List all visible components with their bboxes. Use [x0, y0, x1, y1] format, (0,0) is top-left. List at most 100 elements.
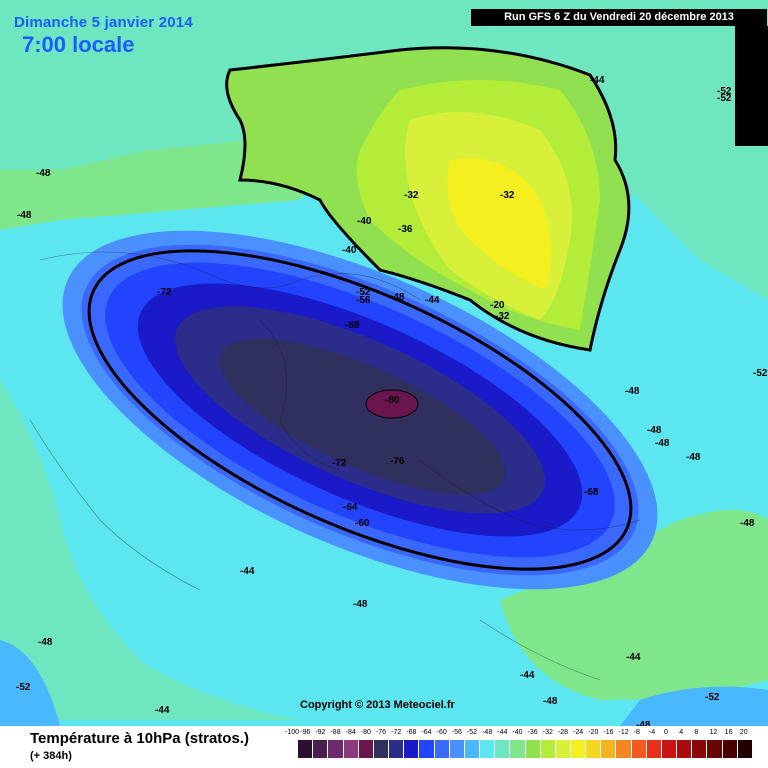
forecast-date: Dimanche 5 janvier 2014: [14, 14, 193, 31]
legend-label: -12: [618, 729, 629, 736]
legend-swatch: [328, 740, 344, 758]
legend-label: -40: [512, 729, 523, 736]
isotherm-label: -48: [353, 599, 368, 610]
isotherm-label: -52: [717, 93, 732, 104]
legend-swatch: [737, 740, 753, 758]
legend-swatch: [631, 740, 647, 758]
legend-label: -72: [391, 729, 402, 736]
isotherm-label: -64: [343, 502, 358, 513]
southwest-green-field: [0, 380, 300, 720]
legend-labels: -100 -96 -92 -88 -84 -80 -76 -72 -68 -64 -60 -56 -52…: [283, 729, 753, 739]
isotherm-label: -44: [626, 652, 641, 663]
legend-swatch: [343, 740, 359, 758]
isotherm-label: -40: [357, 216, 372, 227]
legend-swatch: [434, 740, 450, 758]
legend-swatch: [616, 740, 632, 758]
isotherm-label: -48: [636, 720, 650, 731]
isotherm-label: -52: [356, 287, 371, 298]
isotherm-label: -44: [155, 705, 170, 716]
legend-label: -68: [406, 729, 417, 736]
polar-vortex: [62, 230, 658, 590]
legend-swatch: [510, 740, 526, 758]
legend-label: 4: [679, 729, 684, 736]
corner-block: [735, 26, 768, 146]
legend-swatch: [464, 740, 481, 758]
legend-label: -36: [527, 729, 538, 736]
isotherm-label: -44: [425, 295, 440, 306]
legend-label: 12: [709, 729, 718, 736]
model-run-banner: Run GFS 6 Z du Vendredi 20 décembre 2013: [471, 9, 767, 26]
isotherm-label: -52: [753, 368, 768, 379]
coastline-north-america: [39, 251, 421, 301]
isotherm-label: -48: [686, 452, 701, 463]
legend-swatch: [373, 740, 390, 758]
legend-swatch: [601, 740, 617, 758]
isotherm-label: -44: [590, 75, 605, 86]
legend-label: -4: [648, 729, 656, 736]
legend-swatch: [555, 740, 571, 758]
footer-subtitle: (+ 384h): [30, 750, 72, 762]
isotherm-label: -76: [390, 456, 405, 467]
legend-label: -88: [330, 729, 341, 736]
warm-high-peak: [447, 158, 552, 290]
legend-swatch: [525, 740, 541, 758]
southwest-blue-patch: [0, 640, 60, 726]
isotherm-label: -48: [543, 696, 558, 707]
vortex-core-80: [365, 389, 419, 419]
isotherm-label: -48: [740, 518, 755, 529]
isotherm-label: -68: [584, 487, 599, 498]
legend-swatch: [283, 740, 299, 758]
legend-label: -64: [421, 729, 432, 736]
legend-label: -32: [542, 729, 553, 736]
isotherm-label: -52: [705, 692, 720, 703]
color-legend: [283, 740, 753, 758]
isotherm-label: -40: [342, 245, 357, 256]
temperature-map: [0, 0, 768, 726]
legend-label: 8: [694, 729, 699, 736]
legend-label: -28: [557, 729, 569, 736]
legend-swatch: [404, 740, 420, 758]
isotherm-label: -52: [16, 682, 31, 693]
isotherm-label: -68: [345, 320, 360, 331]
map-footer: Température à 10hPa (stratos.) (+ 384h) …: [0, 726, 768, 768]
legend-label: -20: [588, 729, 599, 736]
legend-swatch: [586, 740, 602, 758]
legend-swatch: [646, 740, 662, 758]
isotherm-label: -48: [647, 425, 662, 436]
southeast-blue-patch: [620, 686, 768, 726]
isotherm-label: -48: [38, 637, 53, 648]
legend-label: -76: [375, 729, 387, 736]
coastline-eurasia: [419, 459, 641, 531]
isotherm-label: -48: [390, 292, 405, 303]
isotherm-label: -72: [332, 458, 347, 469]
isotherm-label: -44: [520, 670, 535, 681]
legend-label: 16: [724, 729, 733, 736]
legend-label: -84: [345, 729, 356, 736]
isotherm-label: -32: [500, 190, 515, 201]
isotherm-label: -60: [355, 518, 370, 529]
legend-swatch: [298, 740, 314, 758]
coastline-layer: [29, 251, 641, 681]
legend-swatch: [358, 740, 374, 758]
isotherm-label: -20: [490, 300, 505, 311]
isotherm-label: -32: [404, 190, 419, 201]
legend-swatch: [707, 740, 723, 758]
isotherm-label: -56: [356, 295, 371, 306]
legend-label: -52: [466, 729, 478, 736]
legend-swatch: [449, 740, 465, 758]
isotherm-label: -48: [36, 168, 51, 179]
legend-swatch: [570, 740, 587, 758]
legend-label: -48: [482, 729, 493, 736]
isotherm-label: -48: [625, 386, 640, 397]
legend-swatch: [722, 740, 738, 758]
legend-swatch: [419, 740, 435, 758]
isotherm-label: -36: [398, 224, 413, 235]
isotherm-label: -32: [495, 311, 510, 322]
forecast-time: 7:00 locale: [22, 32, 135, 57]
legend-swatch: [495, 740, 511, 758]
isotherm-label: -52: [717, 86, 732, 97]
legend-label: 20: [739, 729, 748, 736]
southeast-green-field: [500, 510, 768, 700]
legend-label: -44: [497, 729, 508, 736]
